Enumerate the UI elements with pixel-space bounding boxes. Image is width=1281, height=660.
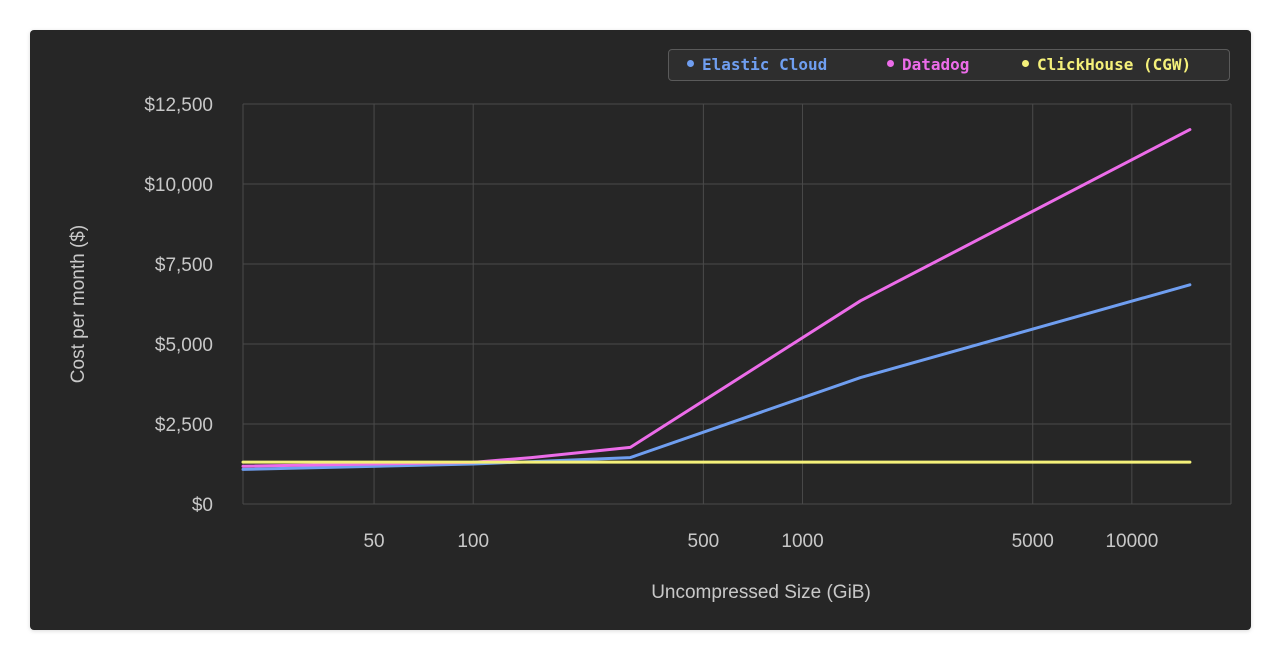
y-tick-label: $12,500 bbox=[144, 95, 213, 116]
x-tick-label: 1000 bbox=[781, 531, 823, 552]
legend-item-elastic-cloud[interactable]: Elastic Cloud bbox=[687, 50, 827, 80]
y-tick-label: $10,000 bbox=[144, 175, 213, 196]
legend-label: Elastic Cloud bbox=[702, 55, 828, 74]
series-line-elastic-cloud bbox=[241, 283, 1192, 471]
y-axis-title: Cost per month ($) bbox=[68, 225, 89, 383]
x-tick-label: 10000 bbox=[1105, 531, 1158, 552]
x-tick-label: 50 bbox=[363, 531, 384, 552]
chart-legend: Elastic Cloud Datadog ClickHouse (CGW) bbox=[668, 49, 1230, 81]
chart-card: $0 $2,500 $5,000 $7,500 $10,000 $12,500 50 100 5… bbox=[30, 30, 1251, 630]
legend-item-datadog[interactable]: Datadog bbox=[887, 50, 969, 80]
x-tick-label: 100 bbox=[457, 531, 489, 552]
chart-svg: $0 $2,500 $5,000 $7,500 $10,000 $12,500 50 100 5… bbox=[68, 95, 1232, 603]
x-tick-label: 5000 bbox=[1012, 531, 1054, 552]
legend-label: Datadog bbox=[902, 55, 970, 74]
y-tick-label: $2,500 bbox=[155, 415, 213, 436]
legend-label: ClickHouse (CGW) bbox=[1037, 55, 1192, 74]
y-tick-label: $0 bbox=[192, 495, 213, 516]
series-line-datadog bbox=[241, 128, 1192, 468]
legend-dot-icon bbox=[1022, 60, 1029, 67]
x-tick-label: 500 bbox=[688, 531, 720, 552]
legend-item-clickhouse-cgw[interactable]: ClickHouse (CGW) bbox=[1022, 50, 1191, 80]
y-tick-label: $7,500 bbox=[155, 255, 213, 276]
legend-dot-icon bbox=[687, 60, 694, 67]
legend-dot-icon bbox=[887, 60, 894, 67]
x-axis-title: Uncompressed Size (GiB) bbox=[651, 582, 871, 603]
y-tick-label: $5,000 bbox=[155, 335, 213, 356]
